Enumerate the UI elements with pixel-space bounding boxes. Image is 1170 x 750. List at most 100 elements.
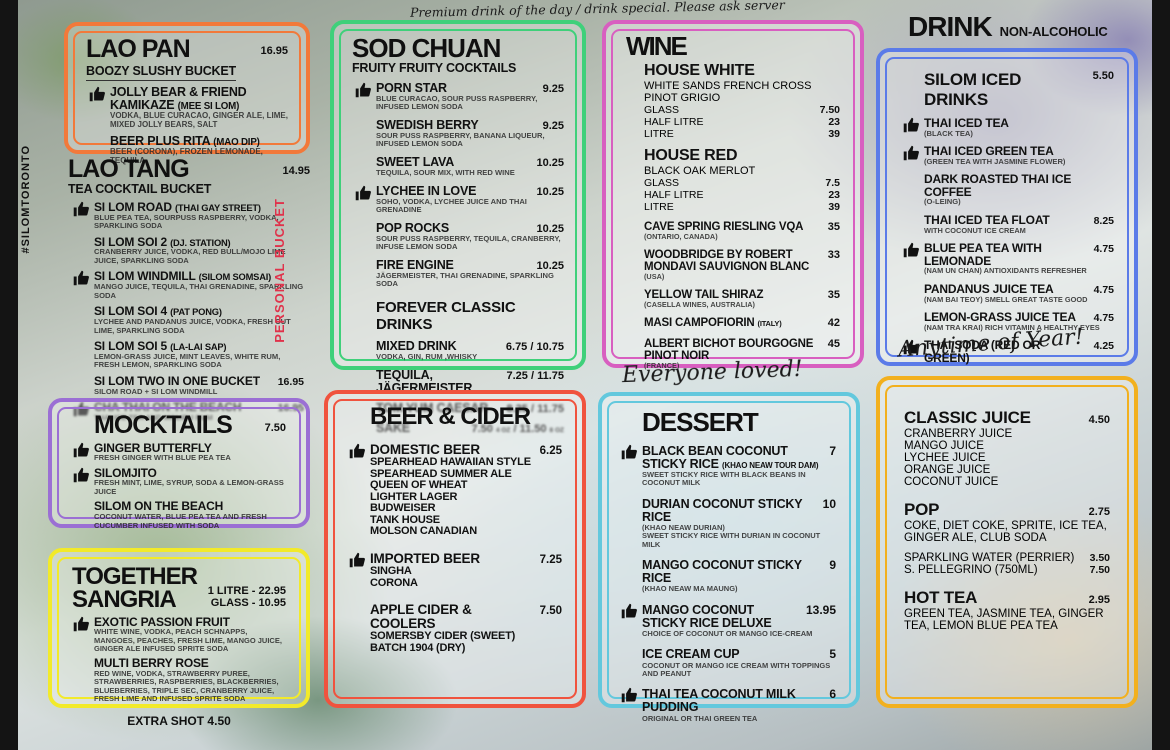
menu-item[interactable]: THAI SODA (RED OR GREEN) 4.25 [903,339,1114,364]
item-name: MANGO COCONUT STICKY RICE DELUXE [642,602,772,630]
juice-row[interactable]: SPARKLING WATER (PERRIER) 3.50 [904,552,1110,564]
menu-item[interactable]: BEER PLUS RITA (MAO DIP) BEER (CORONA), … [110,134,288,166]
juice-group[interactable]: POP 2.75 COKE, DIET COKE, SPRITE, ICE TEA… [904,500,1110,544]
menu-item[interactable]: SILOMJITO FRESH MINT, LIME, SYRUP, SODA … [73,467,286,497]
extra-shot-note: EXTRA SHOT 4.50 [127,714,231,728]
dessert-items: BLACK BEAN COCONUT STICKY RICE (KHAO NEA… [621,444,836,723]
menu-item[interactable]: SI LOM SOI 2 (DJ. STATION) CRANBERRY JUI… [94,235,304,266]
menu-item[interactable]: SI LOM WINDMILL (SILOM SOMSAI) MANGO JUI… [73,269,304,300]
juice-row[interactable]: S. PELLEGRINO (750ML) 7.50 [904,564,1110,576]
juice-group[interactable]: CLASSIC JUICE 4.50 CRANBERRY JUICE MANGO J… [904,408,1110,488]
item-price: 4.25 [1093,340,1114,353]
thumbs-up-icon [72,442,90,458]
section-sangria[interactable]: TOGETHER SANGRIA 1 LITRE - 22.95 GLASS -… [48,548,310,708]
menu-item[interactable]: THAI ICED TEA FLOAT 8.25 WITH COCONUT IC… [924,214,1114,235]
beer-group[interactable]: APPLE CIDER & COOLERS 7.50 SOMERSBY CIDE… [370,602,562,654]
menu-item[interactable]: MANGO COCONUT STICKY RICE DELUXE 13.95 C… [621,602,836,639]
wine-size-row[interactable]: LITRE 39 [644,201,840,213]
menu-item[interactable]: MANGO COCONUT STICKY RICE 9 (KHAO NEAW M… [642,558,836,594]
menu-item[interactable]: EXOTIC PASSION FRUIT WHITE WINE, VODKA, … [73,615,286,654]
menu-item[interactable]: SI LOM TWO IN ONE BUCKET 16.95 SILOM ROA… [94,375,304,397]
menu-item[interactable]: SI LOM ROAD (THAI GAY STREET) BLUE PEA T… [73,201,304,231]
wine-size-row[interactable]: GLASS 7.5 [644,177,840,189]
item-price: 45 [827,337,840,350]
section-beer-cider[interactable]: BEER & CIDER DOMESTIC BEER 6.25 SPEARHEA… [324,390,586,708]
menu-item[interactable]: GINGER BUTTERFLY FRESH GINGER WITH BLUE … [73,442,286,463]
menu-item[interactable]: BLACK BEAN COCONUT STICKY RICE (KHAO NEA… [621,444,836,488]
juice-group[interactable]: SPARKLING WATER (PERRIER) 3.50 S. PELLEGRI… [904,552,1110,576]
wine-group-heading: HOUSE WHITE [644,61,755,79]
item-name: SI LOM SOI 4 (PAT PONG) [94,304,222,319]
item-description: (NAM UN CHAN) ANTIOXIDANTS REFRESHER [924,266,1087,276]
section-wine[interactable]: WINE HOUSE WHITE WHITE SANDS FRENCH CROS… [602,20,864,370]
menu-item[interactable]: PORN STAR 9.25 BLUE CURACAO, SOUR PUSS R… [355,80,564,112]
item-description: BEER (CORONA), FROZEN LEMONADE, TEQUILA [110,147,263,166]
wine-size-label: LITRE [644,200,674,213]
menu-item[interactable]: SI LOM SOI 5 (LA-LAI SAP) LEMON-GRASS JU… [94,340,304,370]
wine-size-row[interactable]: HALF LITRE 23 [644,116,840,128]
item-price: 6.75 / 10.75 [505,340,564,353]
item-origin: (ITALY) [757,319,782,329]
menu-item[interactable]: THAI ICED TEA (BLACK TEA) [903,117,1114,138]
section-dessert[interactable]: DESSERT BLACK BEAN COCONUT STICKY RICE (… [598,392,860,722]
item-name: DURIAN COCONUT STICKY RICE [642,496,803,524]
beer-variant: CORONA [370,576,418,589]
menu-item[interactable]: SILOM ON THE BEACH COCONUT WATER, BLUE P… [94,500,286,530]
item-name: MULTI BERRY ROSE [94,656,209,671]
menu-item[interactable]: THAI TEA COCONUT MILK PUDDING 6 ORIGINAL… [621,687,836,723]
wine-bottle-item[interactable]: YELLOW TAIL SHIRAZ 35 (CASELLA WINES, AU… [644,289,840,309]
section-sod-chuan[interactable]: SOD CHUAN FRUITY FRUITY COCKTAILS PORN S… [330,20,586,435]
item-price: 10 [822,496,836,511]
section-classic-juice[interactable]: CLASSIC JUICE 4.50 CRANBERRY JUICE MANGO J… [876,376,1138,708]
beer-variant: QUEEN OF WHEAT [370,479,468,492]
silom-iced-drinks-price: 5.50 [1092,70,1114,82]
item-description: (NAM BAI TEOY) SMELL GREAT TASTE GOOD [924,294,1088,304]
wine-size-price: 23 [828,115,840,128]
wine-bottle-item[interactable]: WOODBRIDGE BY ROBERT MONDAVI SAUVIGNON B… [644,249,840,281]
item-name-note: (DJ. STATION) [170,237,231,248]
section-mocktails[interactable]: MOCKTAILS 7.50 GINGER BUTTERFLY FRESH GI… [48,398,310,530]
item-description: (NAM TRA KRAI) RICH VITAMIN A HEALTHY EY… [924,322,1100,332]
wine-size-row[interactable]: HALF LITRE 23 [644,189,840,201]
menu-item[interactable]: PANDANUS JUICE TEA 4.75 (NAM BAI TEOY) S… [924,283,1114,304]
wine-size-row[interactable]: LITRE 39 [644,128,840,140]
menu-item[interactable]: POP ROCKS 10.25 SOUR PUSS RASPBERRY, TEQ… [376,221,564,252]
menu-item[interactable]: LYCHEE IN LOVE 10.25 SOHO, VODKA, LYCHEE… [355,184,564,215]
right-black-edge [1152,0,1170,750]
menu-item[interactable]: FIRE ENGINE 10.25 JÄGERMEISTER, THAI GRE… [376,258,564,289]
item-name: SILOM ON THE BEACH [94,499,224,514]
menu-item[interactable]: MULTI BERRY ROSE RED WINE, VODKA, STRAWB… [94,657,286,703]
menu-item[interactable]: LEMON-GRASS JUICE TEA 4.75 (NAM TRA KRAI… [924,311,1114,332]
item-name-note: (KHAO NEAW TOUR DAM) [722,460,819,470]
menu-item[interactable]: SWEDISH BERRY 9.25 SOUR PUSS RASPBERRY, … [376,118,564,149]
wine-size-row[interactable]: GLASS 7.50 [644,104,840,116]
wine-bottle-item[interactable]: ALBERT BICHOT BOURGOGNE PINOT NOIR 45 (F… [644,338,840,370]
item-name: LEMON-GRASS JUICE TEA [924,309,1076,324]
juice-group[interactable]: HOT TEA 2.95 GREEN TEA, JASMINE TEA, GING… [904,588,1110,632]
wine-bottle-item[interactable]: MASI CAMPOFIORIN (ITALY) 42 [644,317,840,329]
item-description: FRESH MINT, LIME, SYRUP, SODA & LEMON-GR… [94,478,284,496]
item-description: WHITE WINE, VODKA, PEACH SCHNAPPS, MANGO… [94,627,282,653]
menu-item[interactable]: DARK ROASTED THAI ICE COFFEE (O-LEING) [924,173,1114,207]
item-price: 10.25 [536,185,564,198]
section-drink[interactable]: SILOM ICED DRINKS 5.50 THAI ICED TEA (BL… [876,48,1138,366]
thumbs-up-icon [902,339,920,355]
item-name: SI LOM WINDMILL (SILOM SOMSAI) [94,269,272,284]
menu-item[interactable]: SI LOM SOI 4 (PAT PONG) LYCHEE AND PANDA… [94,305,304,335]
lao-pan-price: 16.95 [260,45,288,57]
section-lao-pan[interactable]: LAO PAN 16.95 BOOZY SLUSHY BUCKET JOLLY … [64,22,310,165]
menu-item[interactable]: ICE CREAM CUP 5 COCONUT OR MANGO ICE CRE… [642,647,836,678]
menu-item[interactable]: BLUE PEA TEA WITH LEMONADE 4.75 (NAM UN … [903,242,1114,276]
beer-group[interactable]: DOMESTIC BEER 6.25 SPEARHEAD HAWAIIAN ST… [349,442,562,538]
beer-cider-title: BEER & CIDER [370,403,531,430]
hashtag-silom-toronto: #SILOMTORONTO [20,145,32,254]
item-price: 42 [827,317,840,330]
wine-bottle-item[interactable]: CAVE SPRING RIESLING VQA 35 (ONTARIO, CA… [644,221,840,241]
item-name: PORN STAR [376,80,447,95]
menu-item[interactable]: DURIAN COCONUT STICKY RICE 10 (KHAO NEAW… [642,497,836,549]
menu-item[interactable]: SWEET LAVA 10.25 TEQUILA, SOUR MIX, WITH… [376,155,564,178]
menu-item[interactable]: JOLLY BEAR & FRIEND KAMIKAZE (MEE SI LOM… [89,85,288,130]
menu-item[interactable]: MIXED DRINK 6.75 / 10.75 VODKA, GIN, RUM… [376,339,564,362]
menu-item[interactable]: THAI ICED GREEN TEA (GREEN TEA WITH JASM… [903,145,1114,166]
beer-group[interactable]: IMPORTED BEER 7.25 SINGHA CORONA [349,551,562,589]
